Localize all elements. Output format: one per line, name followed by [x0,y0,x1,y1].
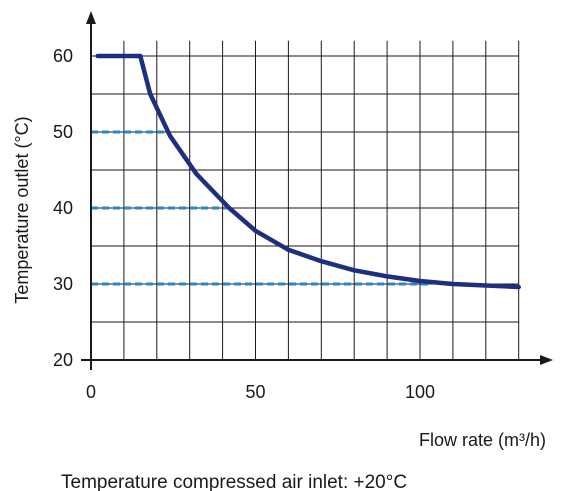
x-tick-label: 0 [86,382,96,402]
y-tick-label: 20 [53,350,73,370]
y-tick-label: 30 [53,274,73,294]
tick-labels: 0 50 100 20 30 40 50 60 [53,46,435,402]
reference-lines [91,130,430,286]
y-tick-label: 40 [53,198,73,218]
axes [81,11,553,370]
x-axis-arrow [540,355,553,365]
y-tick-label: 60 [53,46,73,66]
y-tick-label: 50 [53,122,73,142]
series-layer [95,53,521,290]
footnote: Temperature compressed air inlet: +20°C [61,472,407,491]
x-tick-label: 50 [245,382,265,402]
series-line [95,53,521,290]
grid [90,40,520,361]
x-tick-label: 100 [405,382,435,402]
y-axis-arrow [86,11,96,24]
x-axis-label: Flow rate (m³/h) [419,430,546,450]
y-axis-label: Temperature outlet (°C) [12,116,32,303]
